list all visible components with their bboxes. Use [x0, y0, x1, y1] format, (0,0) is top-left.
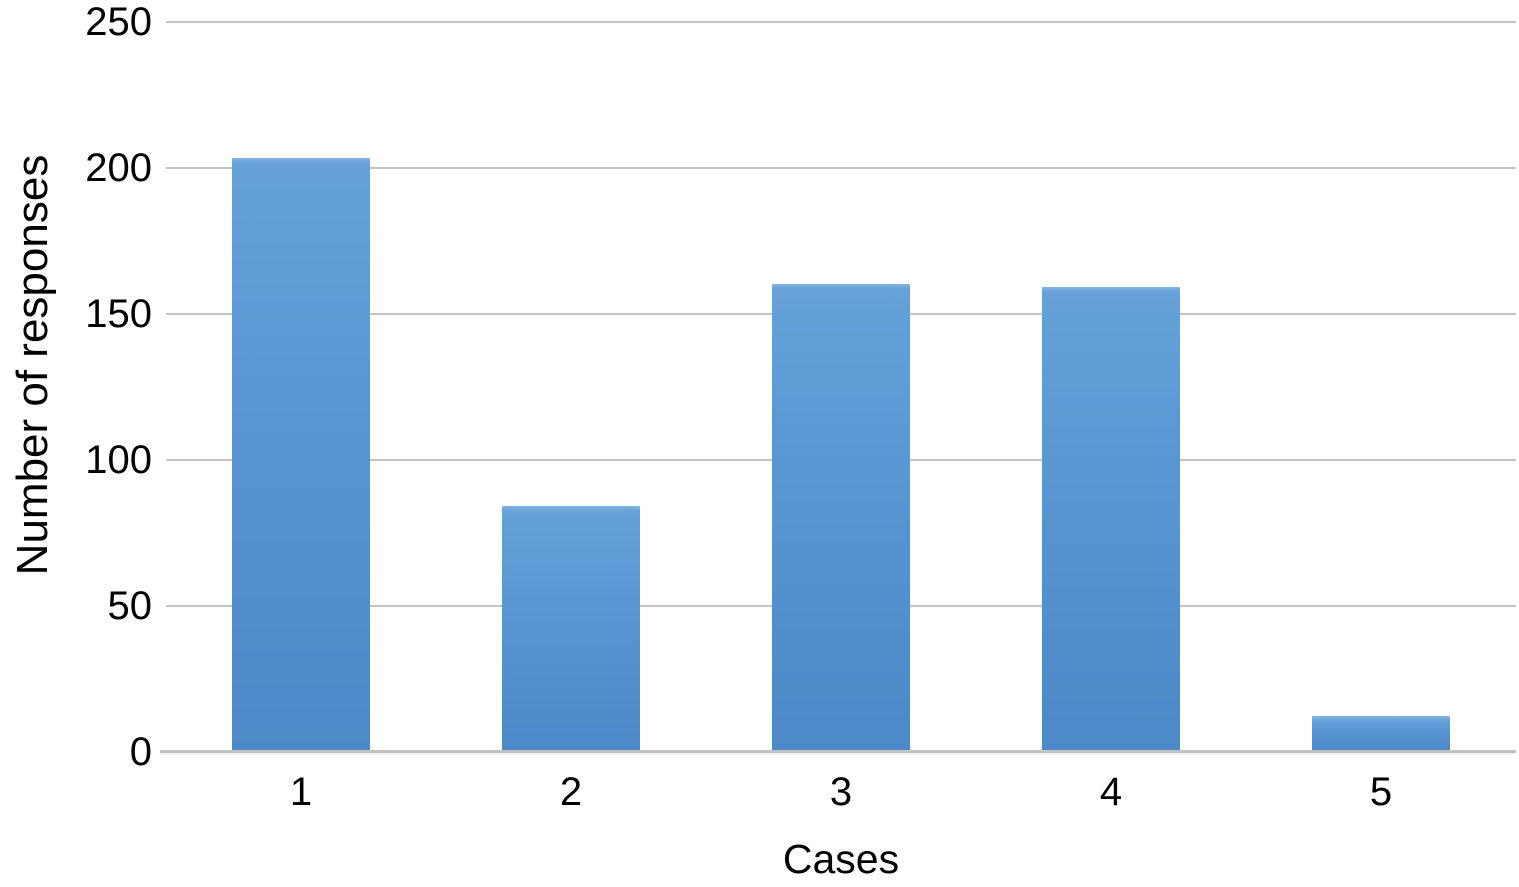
x-tick-label: 4 [1099, 770, 1123, 814]
x-tick-label: 1 [289, 770, 313, 814]
y-tick-label: 150 [85, 292, 152, 336]
y-axis-title: Number of responses [8, 154, 57, 576]
y-tick-label: 0 [129, 730, 152, 774]
y-tick-label: 50 [107, 584, 153, 628]
x-tick-label: 3 [829, 770, 853, 814]
gridline [166, 21, 1516, 23]
bar-5 [1312, 715, 1450, 751]
x-tick-label: 5 [1369, 770, 1393, 814]
bar-3 [772, 283, 910, 751]
y-tick-label: 250 [85, 0, 152, 44]
y-tick-label: 200 [85, 146, 152, 190]
x-axis-title: Cases [782, 836, 900, 882]
bar-1 [232, 158, 370, 751]
x-tick-label: 2 [559, 770, 583, 814]
gridline [166, 167, 1516, 169]
y-tick-label: 100 [85, 438, 152, 482]
axis-baseline [160, 750, 1516, 753]
plot-area [160, 21, 1516, 753]
bar-4 [1042, 286, 1180, 751]
bar-2 [502, 505, 640, 751]
